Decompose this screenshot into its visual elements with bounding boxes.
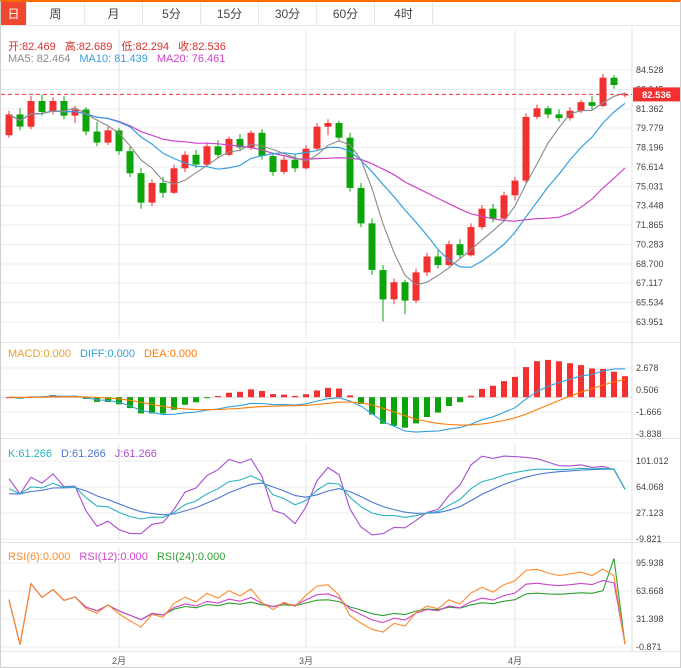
diff-line <box>8 368 626 433</box>
k-line <box>8 467 626 520</box>
grid <box>1 543 633 651</box>
dea-line <box>8 378 626 426</box>
svg-text:0.506: 0.506 <box>636 385 659 395</box>
ma5-line <box>8 92 626 286</box>
rsi-panel: RSI(6):0.000 RSI(12):0.000 RSI(24):0.000 9… <box>1 542 680 651</box>
svg-text:81.362: 81.362 <box>636 104 664 114</box>
svg-text:-0.871: -0.871 <box>636 642 662 651</box>
tab-5分[interactable]: 5分 <box>143 2 201 25</box>
x-axis-label-3月: 3月 <box>298 656 314 666</box>
svg-text:-3.838: -3.838 <box>636 429 662 438</box>
tab-15分[interactable]: 15分 <box>201 2 259 25</box>
x-axis-label-2月: 2月 <box>111 656 127 666</box>
kdj-chart[interactable]: 101.012 64.068 27.123 -9.821 <box>1 439 680 542</box>
period-toolbar: 日周月 5分 15分 30分 60分 4时 <box>1 2 680 26</box>
x-axis-label-4月: 4月 <box>507 656 523 666</box>
svg-text:63.951: 63.951 <box>636 317 664 327</box>
svg-text:73.448: 73.448 <box>636 201 664 211</box>
svg-text:75.031: 75.031 <box>636 181 664 191</box>
y-axis-labels: 101.012 64.068 27.123 -9.821 <box>636 456 669 542</box>
y-axis-labels: 84.52882.94581.36279.77978.19676.61475.0… <box>636 65 664 327</box>
svg-text:31.398: 31.398 <box>636 614 664 624</box>
y-axis-labels: 95.938 63.668 31.398 -0.871 <box>636 558 664 651</box>
macd-chart[interactable]: 2.678 0.506 -1.666 -3.838 <box>1 343 680 438</box>
candles <box>5 74 629 322</box>
price-marker: 82.536 <box>1 87 680 102</box>
svg-text:82.536: 82.536 <box>642 90 671 101</box>
macd-panel: MACD:0.000 DIFF:0.000 DEA:0.000 2.678 0.506… <box>1 342 680 438</box>
kdj-panel: K:61.266 D:61.266 J:61.266 101.012 64.068 27… <box>1 438 680 542</box>
ma10-line <box>8 102 626 268</box>
svg-text:71.865: 71.865 <box>636 220 664 230</box>
svg-text:84.528: 84.528 <box>636 65 664 75</box>
svg-text:27.123: 27.123 <box>636 508 664 518</box>
svg-text:70.283: 70.283 <box>636 239 664 249</box>
grid <box>1 26 633 342</box>
rsi24-line <box>8 558 626 645</box>
svg-text:67.117: 67.117 <box>636 278 663 288</box>
main-chart-panel: 开:82.469 高:82.689 低:82.294 收:82.536 MA5: 82… <box>1 26 680 342</box>
tab-日[interactable]: 日 <box>1 2 27 25</box>
rsi-chart[interactable]: 95.938 63.668 31.398 -0.871 <box>1 543 680 651</box>
tab-30分[interactable]: 30分 <box>259 2 317 25</box>
rsi12-line <box>8 579 626 645</box>
tab-4时[interactable]: 4时 <box>375 2 433 25</box>
svg-text:63.668: 63.668 <box>636 586 664 596</box>
tab-60分[interactable]: 60分 <box>317 2 375 25</box>
y-axis-labels: 2.678 0.506 -1.666 -3.838 <box>636 363 662 438</box>
x-axis: 2月 3月 4月 <box>1 651 680 666</box>
svg-text:101.012: 101.012 <box>636 456 669 466</box>
j-line <box>8 455 626 536</box>
svg-text:2.678: 2.678 <box>636 363 659 373</box>
grid <box>1 439 633 542</box>
svg-text:95.938: 95.938 <box>636 558 664 568</box>
rsi6-line <box>8 568 626 645</box>
svg-text:68.700: 68.700 <box>636 259 664 269</box>
candlestick-chart[interactable]: 84.52882.94581.36279.77978.19676.61475.0… <box>1 26 680 342</box>
svg-text:78.196: 78.196 <box>636 143 664 153</box>
svg-text:79.779: 79.779 <box>636 123 664 133</box>
tab-月[interactable]: 月 <box>85 2 143 25</box>
svg-text:65.534: 65.534 <box>636 298 664 308</box>
tab-周[interactable]: 周 <box>27 2 85 25</box>
d-line <box>8 468 626 516</box>
svg-text:-1.666: -1.666 <box>636 407 662 417</box>
svg-text:-9.821: -9.821 <box>636 534 662 542</box>
svg-text:76.614: 76.614 <box>636 162 664 172</box>
svg-text:64.068: 64.068 <box>636 482 664 492</box>
